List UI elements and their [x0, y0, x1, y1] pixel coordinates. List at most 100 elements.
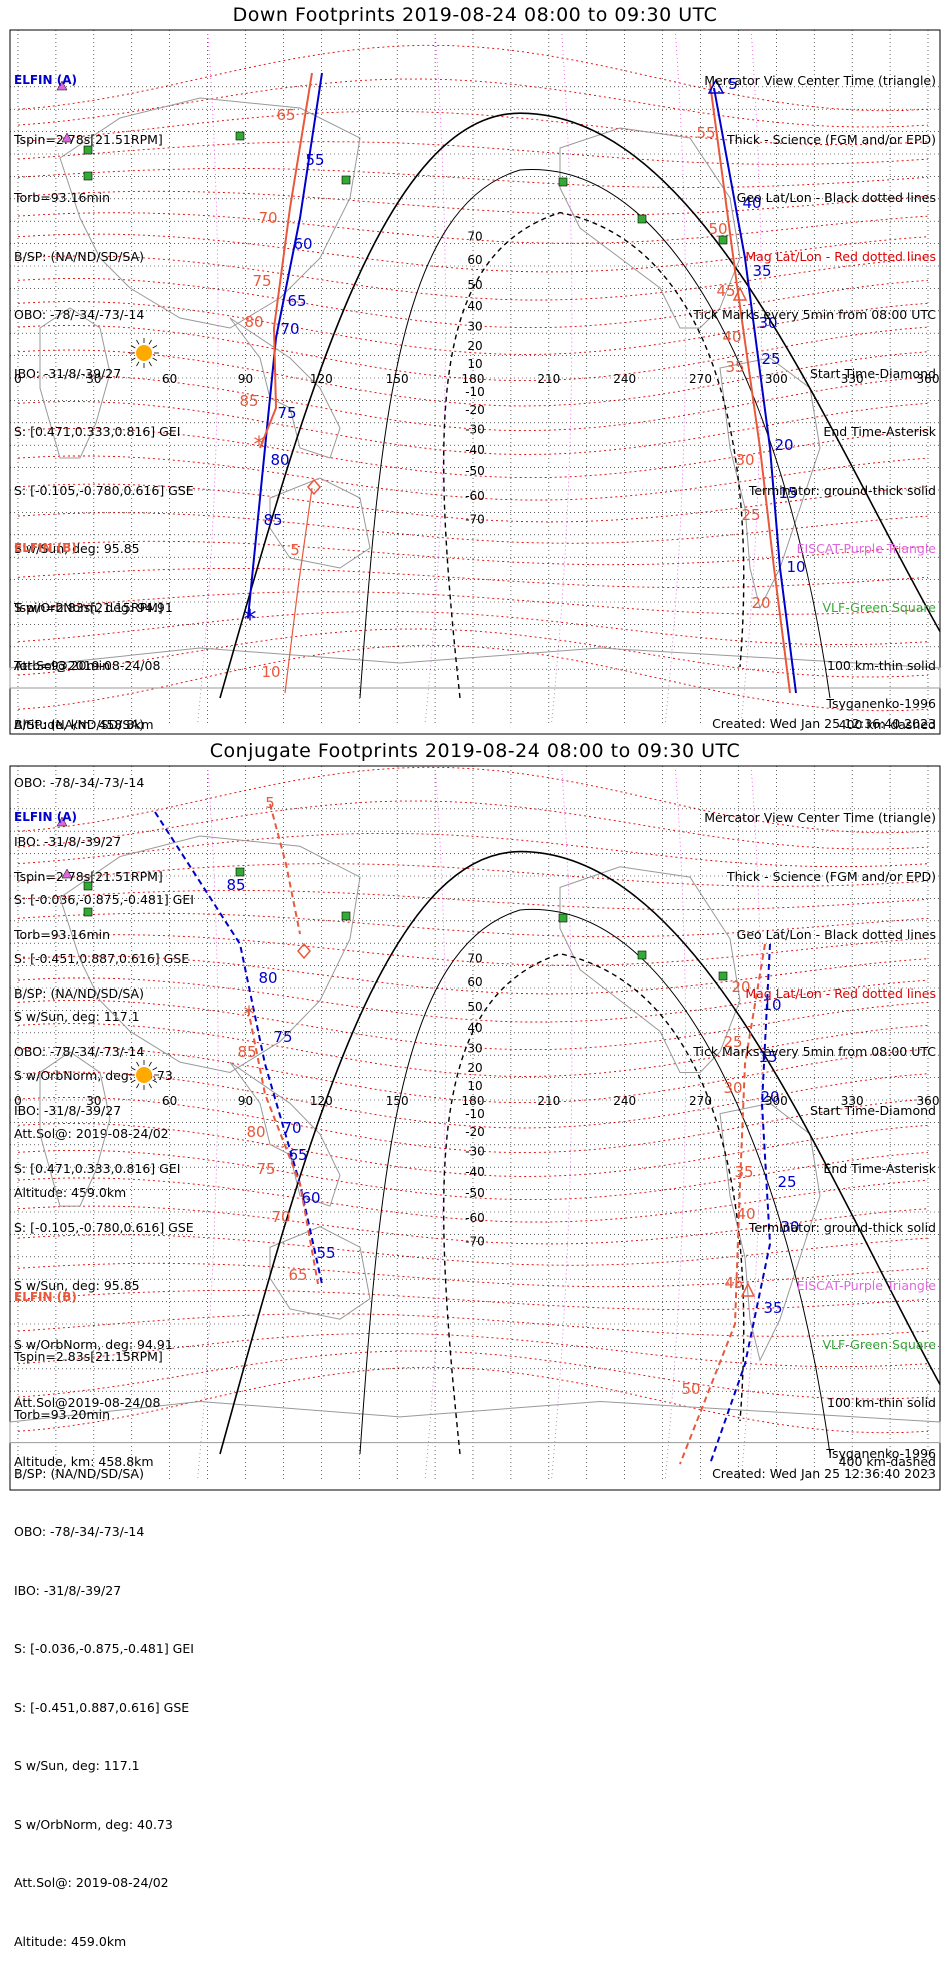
info-line: S w/Sun, deg: 117.1	[14, 1009, 140, 1024]
info-line: S: [-0.105,-0.780,0.616] GSE	[14, 1219, 194, 1235]
mag-parallel	[17, 1149, 929, 1201]
mag-meridian	[664, 29, 687, 725]
lat-tick-label: -60	[465, 1211, 485, 1225]
mag-parallel	[17, 190, 929, 216]
legend-line: 100 km-thin solid	[827, 1395, 936, 1410]
info-line: S w/Sun, deg: 117.1	[14, 1758, 140, 1773]
lat-tick-label: 10	[467, 357, 482, 371]
lon-tick-label: 30	[86, 372, 101, 386]
mag-parallel	[17, 1177, 929, 1223]
lon-tick-label: 60	[162, 1094, 177, 1108]
start-diamond	[307, 478, 321, 496]
mag-parallel	[17, 766, 929, 834]
elfin-b2-track-time-label: 50	[708, 220, 727, 238]
info-line: Att.Sol@2019-08-24/08	[14, 1395, 161, 1410]
elfin-a2-track-time-label: 20	[774, 436, 793, 454]
lon-tick-label: 240	[613, 372, 636, 386]
lat-tick-label: -10	[465, 385, 485, 399]
info-line: S w/OrbNorm, deg: 94.91	[14, 1336, 173, 1352]
mag-meridian	[551, 29, 573, 725]
coastline	[59, 97, 361, 329]
elfin-a-info: ELFIN (A) Tspin=2.78s[21.51RPM] Torb=93.…	[14, 769, 194, 1491]
elfin-a-track	[154, 811, 323, 1285]
legend-line: Terminator: ground-thick solid	[748, 482, 936, 498]
elfin-b-name: ELFIN (B)	[14, 541, 77, 555]
sun-icon	[129, 1060, 159, 1090]
lon-tick-label: 0	[14, 372, 22, 386]
info-line: Torb=93.20min	[14, 1407, 111, 1422]
legend-line: Thick - Science (FGM and/or EPD)	[727, 868, 936, 884]
mag-parallel	[17, 955, 929, 995]
end-asterisk: *	[244, 605, 257, 635]
legend-line: Geo Lat/Lon - Black dotted lines	[736, 190, 936, 205]
legend-line: VLF-Green Square	[822, 599, 936, 615]
legend-line: End Time-Asterisk	[823, 424, 936, 439]
mag-parallel	[17, 1289, 929, 1311]
lon-tick-label: 360	[917, 1094, 940, 1108]
lat-tick-label: -50	[465, 464, 485, 478]
info-line: B/SP: (NA/ND/SD/SA)	[14, 716, 144, 732]
elfin-b2-track-time-label: 25	[741, 506, 760, 524]
info-line: B/SP: (NA/ND/SD/SA)	[14, 248, 144, 264]
lon-tick-label: 150	[386, 372, 409, 386]
lon-tick-label: 240	[613, 1094, 636, 1108]
legend-line: Tick Marks every 5min from 08:00 UTC	[693, 1044, 936, 1059]
coastline	[59, 835, 361, 1073]
elfin-a2-track-time-label: 10	[762, 996, 781, 1014]
lat-tick-label: -30	[465, 1144, 485, 1158]
lon-tick-label: 30	[86, 1094, 101, 1108]
center-time-triangle	[740, 1282, 756, 1297]
mag-parallel	[17, 1234, 929, 1266]
mag-meridian	[740, 29, 762, 725]
elfin-a-track-time-label: 85	[263, 511, 282, 529]
info-line: Tspin=2.83s[21.15RPM]	[14, 599, 163, 615]
lat-tick-label: 20	[467, 339, 482, 353]
lon-tick-label: 180	[462, 1094, 485, 1108]
mag-parallel	[17, 863, 929, 887]
mag-parallel	[17, 889, 929, 911]
info-line: Altitude, km: 458.8km	[14, 1453, 154, 1469]
elfin-b-track-lower	[247, 1008, 319, 1285]
mag-parallel	[17, 1262, 929, 1288]
legend-line: Terminator: ground-thick solid	[748, 1219, 936, 1235]
map-frame	[9, 765, 941, 1491]
elfin-b2-track-time-label: 40	[736, 1205, 755, 1223]
elfin-a2-track-time-label: 5	[728, 75, 738, 93]
legend-line: 400 km-dashed	[838, 716, 936, 732]
mag-meridian	[664, 765, 687, 1481]
coastline	[39, 307, 111, 459]
mag-parallel	[17, 934, 929, 966]
lat-tick-label: 30	[467, 320, 482, 334]
lon-tick-label: 330	[841, 1094, 864, 1108]
elfin-b2-track-time-label: 55	[696, 124, 715, 142]
mag-parallel	[17, 141, 929, 165]
lat-tick-label: -40	[465, 443, 485, 457]
elfin-b-track-time-label: 10	[261, 663, 280, 681]
eiscat-station-marker	[56, 816, 68, 827]
legend-line: Geo Lat/Lon - Black dotted lines	[736, 927, 936, 942]
elfin-b2-track-time-label: 40	[722, 328, 741, 346]
info-line: Att.Sol@: 2019-08-24/02	[14, 1126, 169, 1141]
lat-tick-label: 40	[467, 299, 482, 313]
elfin-b-track-lower-time-label: 85	[237, 1043, 256, 1061]
elfin-b2-track-time-label: 30	[735, 451, 754, 469]
mag-meridian	[424, 29, 446, 725]
lon-tick-label: 120	[310, 1094, 333, 1108]
eiscat-station-marker	[56, 80, 68, 91]
center-time-triangle	[707, 78, 725, 94]
elfin-b2-track-time-label: 50	[681, 1380, 700, 1398]
mag-parallel	[17, 110, 929, 146]
mag-meridian	[424, 765, 446, 1481]
legend-line: EISCAT-Purple Triangle	[796, 1278, 936, 1293]
end-asterisk: *	[254, 433, 265, 458]
info-line: Tspin=2.78s[21.51RPM]	[14, 868, 163, 884]
legend-line: Mag Lat/Lon - Red dotted lines	[745, 985, 936, 1001]
lon-tick-label: 270	[689, 372, 712, 386]
lat-tick-label: -70	[465, 1235, 485, 1249]
vlf-station-marker	[558, 177, 568, 187]
elfin-a2-track-time-label: 25	[761, 350, 780, 368]
elfin-a2-track-time-label: 30	[780, 1218, 799, 1236]
lon-tick-label: 360	[917, 372, 940, 386]
info-line: S: [0.471,0.333,0.816] GEI	[14, 1161, 181, 1176]
terminator-100km	[359, 169, 831, 699]
